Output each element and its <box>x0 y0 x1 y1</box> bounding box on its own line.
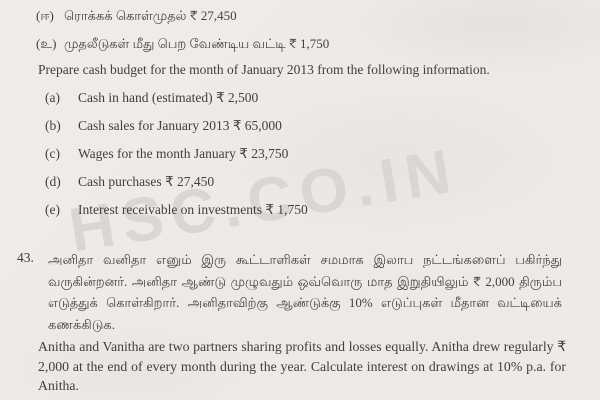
preamble-item-u: (உ) முதலீடுகள் மீது பெற வேண்டிய வட்டி ₹ … <box>36 36 329 53</box>
item-label: (b) <box>45 118 61 133</box>
budget-item-d: (d) Cash purchases ₹ 27,450 <box>45 174 214 190</box>
preamble-item-ee: (ஈ) ரொக்கக் கொள்முதல் ₹ 27,450 <box>36 8 237 25</box>
item-text: Wages for the month January ₹ 23,750 <box>78 146 289 161</box>
item-text: Cash purchases ₹ 27,450 <box>78 174 215 189</box>
item-text: Cash in hand (estimated) ₹ 2,500 <box>78 90 259 105</box>
question-tamil-text: அனிதா வனிதா எனும் இரு கூட்டாளிகள் சமமாக … <box>48 252 562 332</box>
item-text: Interest receivable on investments ₹ 1,7… <box>78 202 308 217</box>
question-english-text: Anitha and Vanitha are two partners shar… <box>38 339 566 393</box>
item-label: (a) <box>45 90 60 105</box>
budget-item-b: (b) Cash sales for January 2013 ₹ 65,000 <box>45 118 282 134</box>
cash-budget-intro: Prepare cash budget for the month of Jan… <box>38 62 490 77</box>
item-label: (e) <box>45 202 60 217</box>
item-label: (ஈ) <box>36 8 54 23</box>
item-text: ரொக்கக் கொள்முதல் ₹ 27,450 <box>64 8 237 23</box>
budget-item-c: (c) Wages for the month January ₹ 23,750 <box>45 146 288 162</box>
item-label: (d) <box>45 174 61 189</box>
item-text: முதலீடுகள் மீது பெற வேண்டிய வட்டி ₹ 1,75… <box>64 36 330 51</box>
item-label: (உ) <box>36 36 57 51</box>
item-text: Cash sales for January 2013 ₹ 65,000 <box>78 118 282 133</box>
question-number: 43. <box>17 250 34 265</box>
item-label: (c) <box>45 146 60 161</box>
budget-item-a: (a) Cash in hand (estimated) ₹ 2,500 <box>45 90 258 106</box>
budget-item-e: (e) Interest receivable on investments ₹… <box>45 202 308 218</box>
